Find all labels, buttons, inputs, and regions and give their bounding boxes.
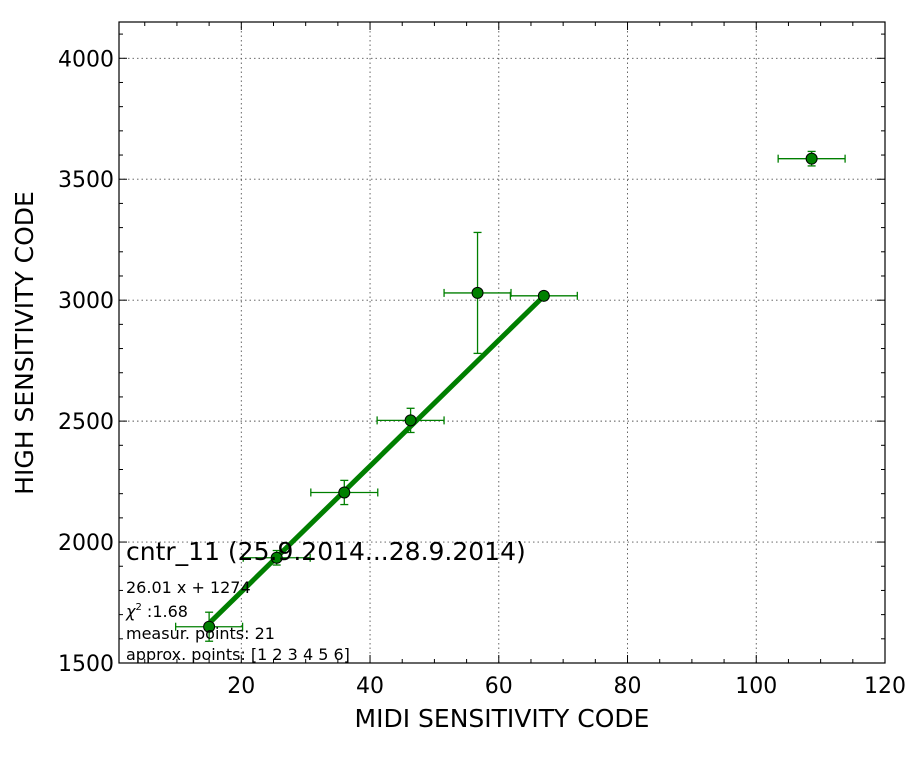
annotation-chi2: χ2 :1.68 — [125, 602, 188, 621]
plot-frame — [118, 21, 886, 664]
x-tick-label: 60 — [485, 674, 513, 699]
annotation-approx-points: approx. points: [1 2 3 4 5 6] — [126, 645, 350, 664]
data-point-marker — [471, 286, 484, 299]
y-tick-label: 3000 — [58, 289, 114, 314]
annotation-measured-points: measur. points: 21 — [126, 624, 275, 643]
data-point-group — [777, 150, 846, 167]
annotation-title: cntr_11 (25.9.2014...28.9.2014) — [126, 537, 526, 566]
x-tick-label: 80 — [614, 674, 642, 699]
data-point-marker — [805, 152, 818, 165]
x-tick-label: 20 — [227, 674, 255, 699]
y-tick-label: 2000 — [58, 531, 114, 556]
data-point-group — [509, 289, 578, 302]
chi2-symbol: χ — [125, 602, 136, 621]
data-point-marker — [203, 620, 216, 633]
y-axis-label: HIGH SENSITIVITY CODE — [10, 191, 39, 495]
grid-lines — [119, 22, 885, 663]
fit-line — [206, 293, 547, 626]
data-point-group — [174, 611, 244, 642]
data-point-marker — [537, 289, 550, 302]
chi2-superscript: 2 — [135, 602, 141, 613]
axis-ticks — [119, 22, 886, 664]
data-point-marker — [338, 486, 351, 499]
annotation-fit-formula: 26.01 x + 1274 — [126, 578, 251, 597]
x-tick-label: 40 — [356, 674, 384, 699]
y-tick-label: 4000 — [58, 47, 114, 72]
data-point-marker — [270, 551, 283, 564]
fit-line-group — [206, 293, 547, 626]
chi2-value: :1.68 — [142, 602, 188, 621]
data-points — [174, 150, 846, 642]
x-tick-labels: 20 40 60 80 100 120 — [227, 674, 906, 699]
annotation-box: cntr_11 (25.9.2014...28.9.2014) 26.01 x … — [125, 537, 526, 664]
y-tick-label: 2500 — [58, 410, 114, 435]
data-point-group — [242, 549, 311, 566]
y-tick-label: 3500 — [58, 168, 114, 193]
data-point-group — [310, 479, 379, 506]
x-tick-label: 100 — [735, 674, 777, 699]
x-axis-label: MIDI SENSITIVITY CODE — [355, 704, 650, 733]
data-point-marker — [404, 414, 417, 427]
data-point-group — [443, 231, 512, 355]
y-tick-label: 1500 — [58, 652, 114, 677]
y-tick-labels: 1500 2000 2500 3000 3500 4000 — [58, 47, 114, 677]
data-point-group — [376, 407, 445, 434]
x-tick-label: 120 — [864, 674, 906, 699]
